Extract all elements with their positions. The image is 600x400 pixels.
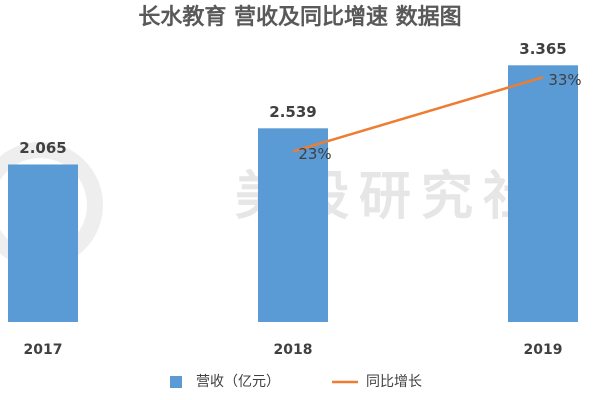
bar bbox=[508, 65, 578, 322]
bar-value-label: 2.065 bbox=[19, 139, 66, 157]
bar-value-label: 3.365 bbox=[519, 40, 566, 58]
line-value-label: 33% bbox=[548, 71, 581, 89]
legend-label: 同比增长 bbox=[366, 374, 422, 390]
bar bbox=[8, 164, 78, 322]
legend-label: 营收（亿元） bbox=[196, 374, 280, 390]
line-value-label: 23% bbox=[298, 145, 331, 163]
bar-value-label: 2.539 bbox=[269, 103, 316, 121]
bar bbox=[258, 128, 328, 322]
chart-title: 长水教育 营收及同比增速 数据图 bbox=[138, 4, 461, 30]
x-tick-label: 2018 bbox=[274, 342, 313, 358]
line bbox=[292, 76, 544, 153]
legend-swatch bbox=[170, 376, 182, 388]
x-tick-label: 2017 bbox=[24, 342, 63, 358]
x-tick-label: 2019 bbox=[524, 342, 563, 358]
